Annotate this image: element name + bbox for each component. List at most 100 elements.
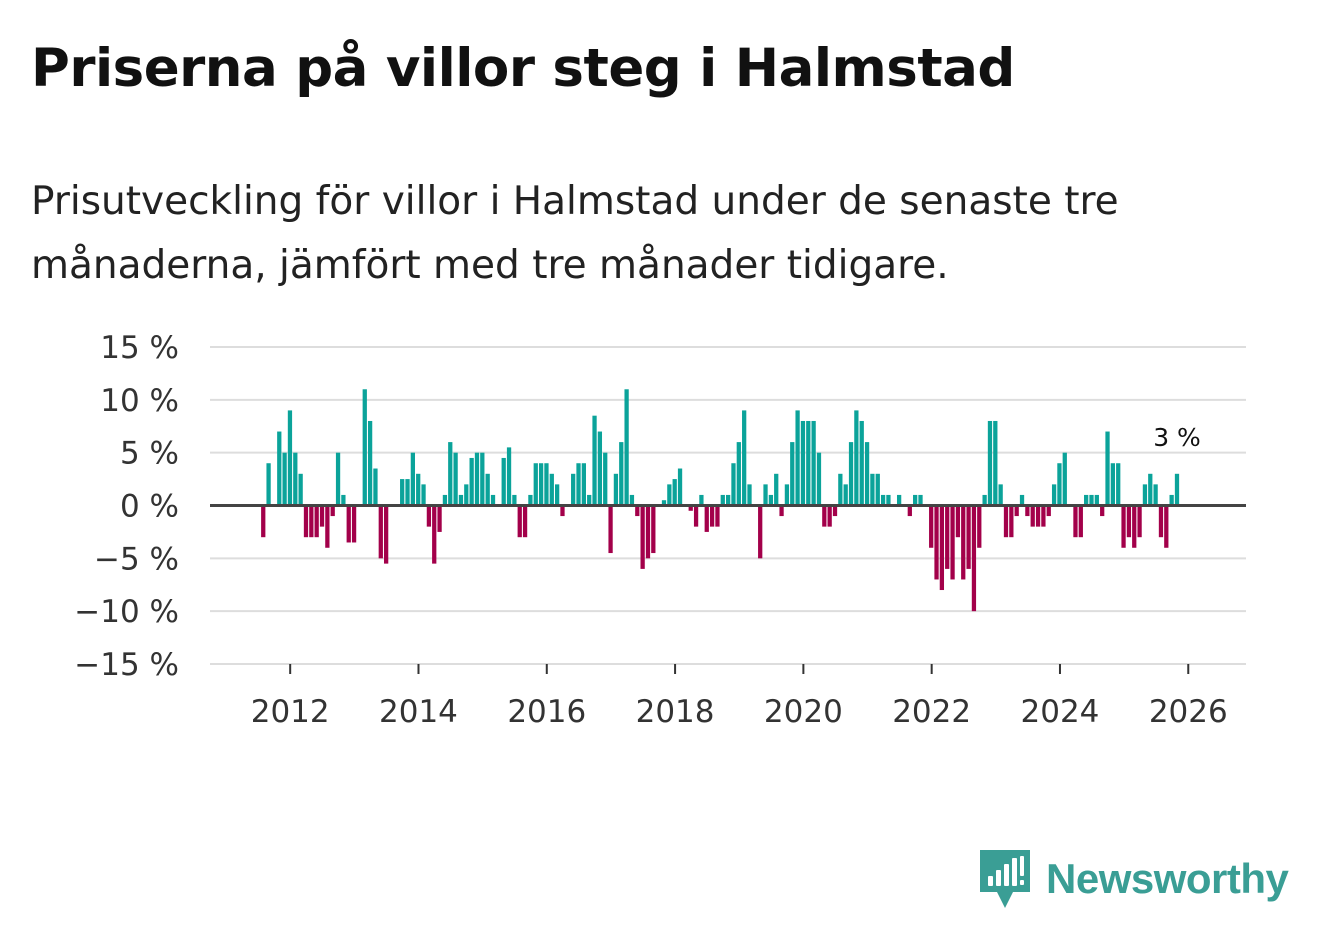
y-tick-label: 0 %	[120, 489, 179, 525]
bar-positive	[816, 452, 822, 506]
bar-positive	[886, 494, 891, 506]
bar-negative	[693, 505, 699, 527]
bar-positive	[800, 420, 806, 506]
bar-positive	[287, 410, 293, 506]
bar-negative	[437, 505, 442, 532]
bar-positive	[699, 494, 704, 506]
bar-positive	[736, 442, 741, 506]
bar-negative	[261, 505, 266, 538]
bar-negative	[635, 505, 640, 517]
bar-negative	[966, 505, 971, 569]
bar-negative	[330, 505, 335, 517]
bar-positive	[880, 494, 886, 506]
bar-positive	[864, 442, 870, 506]
bar-chart: 15 % 10 % 5 % 0 % −5 % −10 % −15 % 2012 2014 2016…	[74, 330, 1246, 730]
bar-negative	[945, 505, 950, 569]
bar-negative	[758, 505, 763, 559]
bar-negative	[303, 505, 309, 538]
bar-positive	[1148, 473, 1153, 506]
bar-positive	[1105, 431, 1110, 506]
bar-positive	[838, 473, 843, 506]
bar-positive	[859, 420, 864, 506]
bar-positive	[341, 494, 346, 506]
last-value-label: 3 %	[1153, 423, 1201, 452]
bar-positive	[410, 452, 415, 506]
bar-positive	[875, 473, 880, 506]
bar-positive	[1084, 494, 1089, 506]
bar-positive	[1062, 452, 1067, 506]
axes	[210, 504, 1246, 674]
x-tick-label: 2014	[379, 694, 458, 730]
bar-positive	[731, 463, 736, 506]
bar-positive	[1174, 473, 1180, 506]
bar-positive	[1089, 494, 1094, 506]
bar-positive	[282, 452, 287, 506]
bar-negative	[517, 505, 522, 538]
bar-positive	[464, 484, 469, 506]
bar-positive	[373, 468, 378, 506]
bar-positive	[848, 442, 854, 506]
bar-negative	[1100, 505, 1105, 517]
bar-positive	[581, 463, 586, 506]
bar-negative	[378, 505, 383, 559]
bar-positive	[1142, 484, 1148, 506]
bar-positive	[1110, 463, 1115, 506]
bar-positive	[677, 468, 683, 506]
y-tick-label: −5 %	[94, 541, 179, 577]
bar-positive	[854, 410, 859, 506]
bar-negative	[832, 505, 838, 517]
bar-negative	[645, 505, 651, 559]
bar-positive	[405, 479, 410, 506]
bar-negative	[1041, 505, 1046, 527]
bar-negative	[1035, 505, 1041, 527]
bar-positive	[913, 494, 918, 506]
bar-negative	[939, 505, 945, 591]
bar-positive	[549, 473, 554, 506]
bar-positive	[726, 494, 731, 506]
bar-positive	[987, 420, 993, 506]
bar-negative	[384, 505, 389, 564]
bar-negative	[1046, 505, 1051, 517]
bar-positive	[1153, 484, 1158, 506]
bar-negative	[688, 505, 693, 511]
bar-negative	[1078, 505, 1083, 538]
bar-negative	[319, 505, 325, 527]
bar-positive	[811, 420, 816, 506]
bar-negative	[346, 505, 351, 543]
bar-positive	[747, 484, 752, 506]
bar-positive	[843, 484, 848, 506]
bar-positive	[982, 494, 987, 506]
bar-positive	[480, 452, 485, 506]
bar-positive	[469, 457, 474, 506]
bar-positive	[720, 494, 725, 506]
labels: 15 % 10 % 5 % 0 % −5 % −10 % −15 % 2012 2014 2016…	[74, 330, 1227, 730]
bar-positive	[506, 447, 512, 506]
bar-positive	[629, 494, 635, 506]
y-tick-label: 10 %	[100, 383, 179, 419]
y-tick-label: 5 %	[120, 436, 179, 472]
bar-negative	[1030, 505, 1035, 527]
bar-negative	[1132, 505, 1137, 548]
bar-positive	[993, 420, 998, 506]
bar-positive	[870, 473, 875, 506]
y-tick-label: −10 %	[74, 594, 179, 630]
bar-positive	[416, 473, 421, 506]
bar-positive	[512, 494, 517, 506]
bar-negative	[779, 505, 784, 517]
bar-negative	[1126, 505, 1132, 538]
bar-positive	[619, 442, 624, 506]
bar-positive	[790, 442, 795, 506]
bar-negative	[1137, 505, 1142, 538]
bar-negative	[432, 505, 437, 564]
bar-positive	[672, 479, 677, 506]
bar-positive	[335, 452, 341, 506]
bar-positive	[918, 494, 923, 506]
bar-positive	[1094, 494, 1099, 506]
bar-positive	[277, 431, 282, 506]
bar-positive	[795, 410, 800, 506]
bar-negative	[907, 505, 912, 517]
bar-positive	[533, 463, 538, 506]
bar-positive	[367, 420, 373, 506]
bar-negative	[351, 505, 357, 543]
bar-negative	[325, 505, 330, 548]
